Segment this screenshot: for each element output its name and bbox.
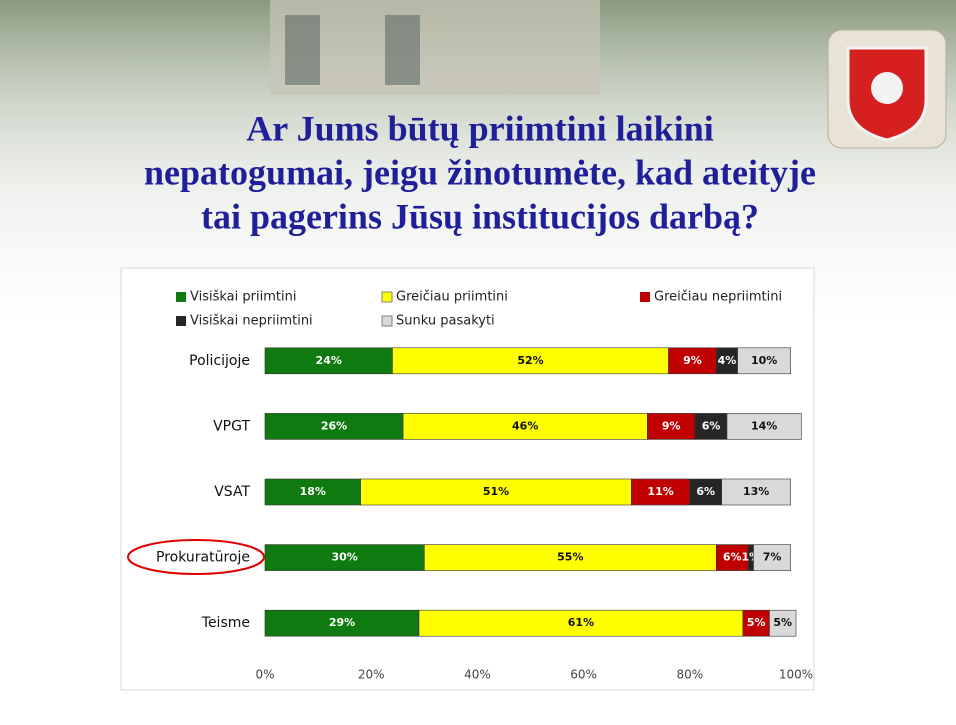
category-label: VPGT — [213, 418, 250, 434]
data-label: 7% — [763, 551, 782, 564]
data-label: 51% — [483, 485, 509, 498]
x-tick-label: 40% — [464, 668, 491, 682]
data-label: 26% — [321, 419, 347, 432]
data-label: 18% — [300, 485, 326, 498]
x-tick-label: 60% — [570, 668, 597, 682]
title-line: Ar Jums būtų priimtini laikini — [246, 108, 713, 148]
window — [285, 15, 320, 85]
window — [385, 15, 420, 85]
coat-of-arms — [828, 30, 946, 148]
data-label: 4% — [718, 354, 737, 367]
data-label: 29% — [329, 616, 355, 629]
category-label: Policijoje — [189, 353, 250, 369]
data-label: 9% — [683, 354, 702, 367]
category-label: Prokuratūroje — [156, 550, 250, 566]
data-label: 55% — [557, 551, 583, 564]
legend-swatch — [176, 316, 186, 326]
legend-swatch — [382, 316, 392, 326]
x-tick-label: 0% — [255, 668, 274, 682]
slide: Ar Jums būtų priimtini laikini nepatogum… — [0, 0, 956, 721]
category-label: VSAT — [214, 484, 250, 500]
data-label: 5% — [773, 616, 792, 629]
data-label: 5% — [747, 616, 766, 629]
data-label: 6% — [723, 551, 742, 564]
legend-label: Greičiau nepriimtini — [654, 290, 782, 305]
data-label: 30% — [331, 551, 357, 564]
title-line: tai pagerins Jūsų institucijos darbą? — [201, 196, 759, 236]
legend-swatch — [640, 292, 650, 302]
legend-swatch — [382, 292, 392, 302]
data-label: 61% — [568, 616, 594, 629]
data-label: 52% — [517, 354, 543, 367]
data-label: 6% — [702, 419, 721, 432]
legend-label: Greičiau priimtini — [396, 290, 508, 305]
x-tick-label: 100% — [779, 668, 813, 682]
chart: Ar Jums būtų priimtini laikini nepatogum… — [0, 0, 956, 721]
data-label: 6% — [696, 485, 715, 498]
category-label: Teisme — [201, 615, 250, 631]
data-label: 11% — [647, 485, 673, 498]
legend-label: Visiškai priimtini — [190, 290, 296, 305]
legend-swatch — [176, 292, 186, 302]
x-tick-label: 20% — [358, 668, 385, 682]
data-label: 9% — [662, 419, 681, 432]
legend-label: Sunku pasakyti — [396, 314, 495, 329]
data-label: 46% — [512, 419, 538, 432]
legend-label: Visiškai nepriimtini — [190, 314, 313, 329]
data-label: 24% — [316, 354, 342, 367]
data-label: 14% — [751, 419, 777, 432]
data-label: 13% — [743, 485, 769, 498]
x-tick-label: 80% — [676, 668, 703, 682]
title-line: nepatogumai, jeigu žinotumėte, kad ateit… — [144, 152, 816, 192]
data-label: 10% — [751, 354, 777, 367]
